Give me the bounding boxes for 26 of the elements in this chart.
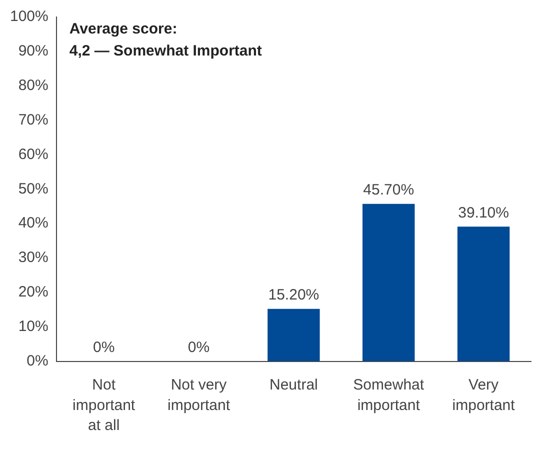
y-tick-label: 60% bbox=[18, 146, 48, 163]
data-label: 0% bbox=[92, 338, 115, 356]
bar bbox=[268, 308, 320, 362]
x-tick-label: Somewhat important bbox=[353, 376, 425, 414]
data-label: 15.20% bbox=[268, 286, 320, 304]
y-tick-label: 80% bbox=[18, 76, 48, 94]
bar bbox=[457, 226, 510, 362]
data-label: 39.10% bbox=[458, 204, 509, 222]
y-tick-label: 0% bbox=[26, 352, 48, 370]
x-tick-label: Very important bbox=[452, 376, 516, 414]
y-tick-label: 10% bbox=[18, 318, 48, 335]
data-label: 0% bbox=[188, 338, 210, 356]
y-tick-label: 90% bbox=[18, 42, 48, 60]
y-tick-label: 30% bbox=[18, 249, 48, 266]
x-tick-label: Not very important bbox=[167, 376, 231, 414]
y-tick-label: 100% bbox=[10, 8, 48, 26]
y-tick-label: 50% bbox=[18, 180, 48, 198]
x-tick-label: Neutral bbox=[270, 376, 318, 394]
y-tick-label: 40% bbox=[18, 214, 48, 232]
y-tick-label: 70% bbox=[18, 111, 48, 128]
y-tick-label: 20% bbox=[18, 284, 48, 301]
annotation: Average score: bbox=[69, 20, 178, 38]
annotation: 4,2 — Somewhat Important bbox=[69, 42, 262, 60]
data-label: 45.70% bbox=[363, 182, 414, 199]
x-tick-label: Not important at all bbox=[72, 376, 136, 434]
bar bbox=[362, 204, 415, 362]
